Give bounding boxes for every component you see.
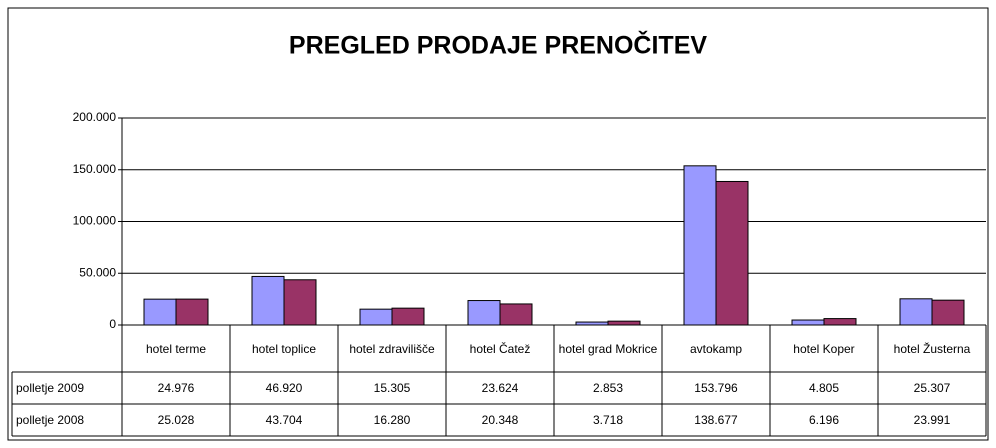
data-label-cell: 43.704 xyxy=(265,413,303,427)
legend-label-cell: polletje 2008 xyxy=(16,413,85,427)
data-label: 20.348 xyxy=(481,413,519,427)
x-tick-label-cell: hotel zdravilišče xyxy=(349,341,435,356)
data-label-cell: 25.028 xyxy=(157,413,195,427)
data-label-cell: 23.991 xyxy=(913,413,951,427)
x-tick-label: avtokamp xyxy=(689,341,743,356)
data-label-cell: 25.307 xyxy=(913,381,951,395)
legend-label-cell: polletje 2009 xyxy=(16,381,85,395)
x-tick-label-cell: hotel grad Mokrice xyxy=(558,341,658,356)
x-tick-label: hotel terme xyxy=(145,341,207,356)
bar xyxy=(899,298,933,326)
bar xyxy=(823,318,857,326)
data-label-cell: 6.196 xyxy=(808,413,840,427)
data-label-cell: 138.677 xyxy=(694,413,738,427)
y-tick-label: 0 xyxy=(109,317,116,331)
data-label: 6.196 xyxy=(808,413,840,427)
x-tick-label: hotel zdravilišče xyxy=(349,341,435,356)
bar xyxy=(499,303,533,326)
x-tick-label: hotel Čatež xyxy=(469,341,531,356)
data-label: 23.624 xyxy=(481,381,519,395)
x-tick-label-cell: hotel Žusterna xyxy=(893,341,971,356)
data-label: 138.677 xyxy=(694,413,738,427)
data-label: 153.796 xyxy=(694,381,738,395)
data-label-cell: 16.280 xyxy=(373,413,411,427)
x-tick-label: hotel Žusterna xyxy=(893,341,971,356)
y-tick-label: 100.000 xyxy=(73,214,117,228)
data-label-cell: 2.853 xyxy=(592,381,624,395)
chart-title: PREGLED PRODAJE PRENOČITEV xyxy=(289,30,707,60)
legend-label: polletje 2008 xyxy=(16,413,85,427)
data-label: 16.280 xyxy=(373,413,411,427)
y-tick-label: 50.000 xyxy=(79,265,116,279)
x-tick-label-cell: hotel Koper xyxy=(793,341,855,356)
data-label: 25.307 xyxy=(913,381,951,395)
bar xyxy=(283,279,317,326)
data-label-cell: 24.976 xyxy=(157,381,195,395)
data-label-cell: 4.805 xyxy=(808,381,840,395)
chart-frame xyxy=(7,7,989,441)
y-tick-label: 150.000 xyxy=(73,162,117,176)
data-label: 15.305 xyxy=(373,381,411,395)
bar xyxy=(175,298,209,326)
bar xyxy=(715,180,749,326)
bar xyxy=(359,308,393,326)
bar xyxy=(143,298,177,326)
x-tick-label: hotel toplice xyxy=(251,341,317,356)
x-tick-label-cell: avtokamp xyxy=(689,341,743,356)
bar xyxy=(251,275,285,326)
data-label: 43.704 xyxy=(265,413,303,427)
bar xyxy=(467,300,501,326)
data-label: 46.920 xyxy=(265,381,303,395)
bar xyxy=(607,320,641,326)
x-tick-label: hotel Koper xyxy=(793,341,855,356)
data-label-cell: 153.796 xyxy=(694,381,738,395)
legend-label: polletje 2009 xyxy=(16,381,85,395)
bar xyxy=(683,165,717,326)
x-tick-label-cell: hotel Čatež xyxy=(469,341,531,356)
data-label-cell: 15.305 xyxy=(373,381,411,395)
data-label: 24.976 xyxy=(157,381,195,395)
data-label: 25.028 xyxy=(157,413,195,427)
data-label: 23.991 xyxy=(913,413,951,427)
data-label-cell: 23.624 xyxy=(481,381,519,395)
data-label: 2.853 xyxy=(592,381,624,395)
data-label-cell: 46.920 xyxy=(265,381,303,395)
data-label: 3.718 xyxy=(592,413,624,427)
y-tick-label: 200.000 xyxy=(73,110,117,124)
x-tick-label-cell: hotel toplice xyxy=(251,341,317,356)
data-label-cell: 20.348 xyxy=(481,413,519,427)
data-label: 4.805 xyxy=(808,381,840,395)
bar xyxy=(391,307,425,326)
data-label-cell: 3.718 xyxy=(592,413,624,427)
x-tick-label-cell: hotel terme xyxy=(145,341,207,356)
x-tick-label: hotel grad Mokrice xyxy=(558,341,658,356)
bar xyxy=(931,299,965,326)
